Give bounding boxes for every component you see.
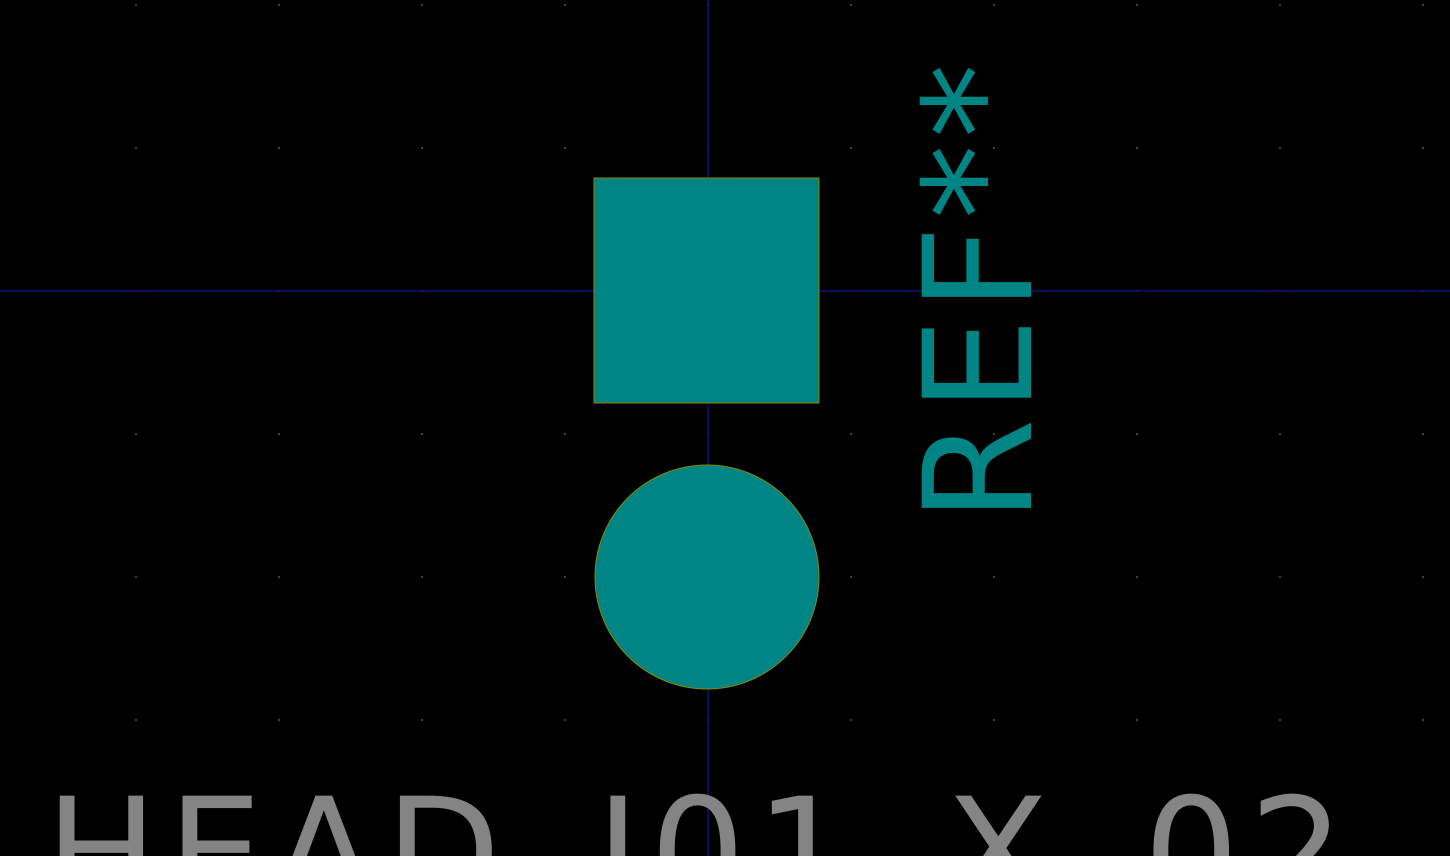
grid-dot [993, 433, 995, 435]
grid-dot [850, 433, 852, 435]
grid-dot [1279, 719, 1281, 721]
grid-dot [850, 4, 852, 6]
grid-dot [1136, 719, 1138, 721]
grid-dot [421, 719, 423, 721]
grid-dot [278, 433, 280, 435]
grid-dot [421, 576, 423, 578]
grid-dot [1279, 433, 1281, 435]
grid-dot [278, 576, 280, 578]
grid-dot [993, 576, 995, 578]
grid-dot [135, 576, 137, 578]
grid-dot [278, 719, 280, 721]
reference-label[interactable]: REF** [893, 57, 1067, 522]
grid-dot [993, 719, 995, 721]
grid-dot [1422, 4, 1424, 6]
grid-dot [564, 433, 566, 435]
value-label[interactable]: HEAD_J01_X_02 [45, 767, 1354, 856]
grid-dot [278, 147, 280, 149]
grid-dot [1136, 147, 1138, 149]
grid-dot [1279, 4, 1281, 6]
grid-dot [1136, 433, 1138, 435]
grid-dot [850, 719, 852, 721]
grid-dot [135, 719, 137, 721]
grid-dot [421, 147, 423, 149]
grid-dot [1136, 4, 1138, 6]
pad-round[interactable] [594, 464, 820, 690]
grid-dot [1136, 576, 1138, 578]
grid-dot [421, 4, 423, 6]
grid-dot [1422, 147, 1424, 149]
grid-dot [135, 147, 137, 149]
grid-dot [135, 4, 137, 6]
grid-dot [850, 576, 852, 578]
grid-dot [278, 4, 280, 6]
grid-dot [850, 147, 852, 149]
grid-dot [421, 433, 423, 435]
grid-dot [135, 433, 137, 435]
grid-dot [993, 147, 995, 149]
grid-dot [1422, 433, 1424, 435]
grid-dot [564, 576, 566, 578]
grid-dot [1279, 147, 1281, 149]
grid-dot [1422, 576, 1424, 578]
grid-dot [1279, 576, 1281, 578]
pad-square[interactable] [593, 177, 820, 404]
grid-dot [1422, 719, 1424, 721]
grid-dot [564, 4, 566, 6]
grid-dot [564, 719, 566, 721]
grid-dot [564, 147, 566, 149]
grid-dot [993, 4, 995, 6]
